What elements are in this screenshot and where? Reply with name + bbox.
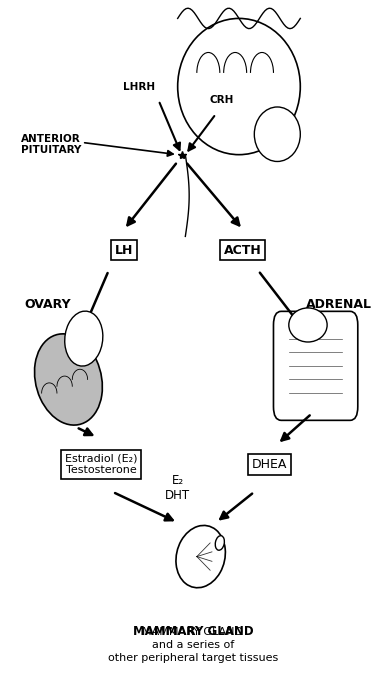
Ellipse shape — [34, 334, 102, 425]
Ellipse shape — [215, 536, 224, 550]
Text: DHEA: DHEA — [252, 458, 287, 471]
Text: MAMMARY GLAND: MAMMARY GLAND — [133, 625, 253, 638]
Text: Estradiol (E₂)
Testosterone: Estradiol (E₂) Testosterone — [65, 453, 137, 475]
Text: CRH: CRH — [210, 95, 234, 105]
Text: ACTH: ACTH — [224, 244, 262, 256]
Text: MAMMARY GLAND
and a series of
other peripheral target tissues: MAMMARY GLAND and a series of other peri… — [108, 627, 278, 663]
Text: LHRH: LHRH — [123, 81, 156, 92]
Text: OVARY: OVARY — [24, 298, 71, 311]
Text: ANTERIOR
PITUITARY: ANTERIOR PITUITARY — [21, 133, 81, 155]
Text: ADRENAL: ADRENAL — [306, 298, 372, 311]
FancyBboxPatch shape — [273, 311, 358, 421]
Ellipse shape — [65, 311, 103, 366]
Ellipse shape — [178, 18, 300, 155]
Text: E₂
DHT: E₂ DHT — [165, 474, 190, 502]
Ellipse shape — [289, 308, 327, 342]
Text: LH: LH — [115, 244, 133, 256]
Ellipse shape — [254, 107, 300, 161]
Ellipse shape — [176, 525, 225, 588]
